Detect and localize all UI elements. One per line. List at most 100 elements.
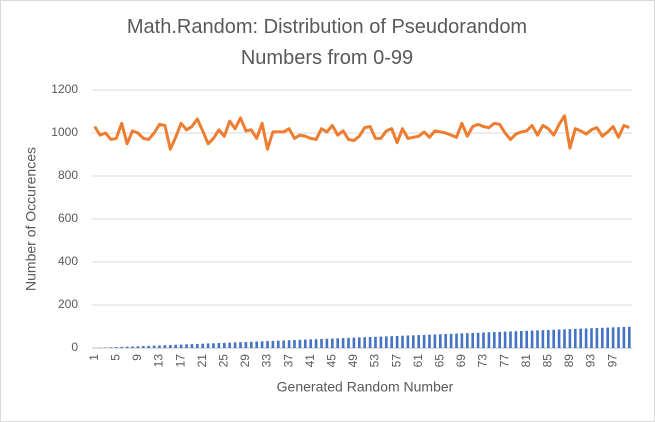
bar xyxy=(223,342,226,348)
bar xyxy=(163,345,167,348)
x-tick-label: 93 xyxy=(584,354,598,368)
bar xyxy=(325,338,329,348)
x-tick-label: 17 xyxy=(173,354,187,368)
bar xyxy=(622,326,626,348)
bar xyxy=(266,341,269,348)
bar xyxy=(476,332,480,348)
bar xyxy=(455,333,458,348)
x-axis-title: Generated Random Number xyxy=(277,379,454,395)
bar xyxy=(422,334,426,348)
x-tick-label: 37 xyxy=(281,354,295,368)
y-tick-label: 600 xyxy=(58,211,78,225)
x-tick-label: 21 xyxy=(195,354,209,368)
bar xyxy=(147,345,150,348)
bar xyxy=(390,336,393,348)
bar xyxy=(611,327,615,348)
bar xyxy=(255,341,258,348)
bar xyxy=(363,337,366,348)
bar xyxy=(277,340,280,348)
x-tick-label: 69 xyxy=(454,354,468,368)
bar xyxy=(109,347,113,348)
bar xyxy=(595,328,599,348)
x-tick-label: 33 xyxy=(260,354,274,368)
x-tick-label: 57 xyxy=(389,354,403,368)
x-tick-label: 45 xyxy=(324,354,338,368)
bar xyxy=(574,328,577,348)
bar xyxy=(449,333,453,348)
bar xyxy=(233,342,237,348)
bar xyxy=(293,340,296,348)
bar xyxy=(520,331,523,348)
x-tick-label: 41 xyxy=(303,354,317,368)
bar xyxy=(584,328,588,348)
bar xyxy=(487,332,491,348)
bar xyxy=(433,334,437,348)
bar xyxy=(401,335,404,348)
bar xyxy=(498,331,501,348)
x-tick-label: 65 xyxy=(432,354,446,368)
bar xyxy=(298,339,302,348)
bar xyxy=(136,346,140,348)
bar xyxy=(250,341,253,348)
bar xyxy=(444,334,447,348)
bar xyxy=(590,328,593,348)
bar xyxy=(482,332,485,348)
bar xyxy=(395,335,399,348)
bar xyxy=(493,332,496,348)
bar xyxy=(617,327,620,348)
bar xyxy=(212,343,215,348)
bar xyxy=(217,343,221,348)
x-tick-label: 13 xyxy=(152,354,166,368)
bar xyxy=(336,338,339,348)
bar xyxy=(514,331,518,348)
y-tick-label: 1000 xyxy=(51,125,78,139)
x-tick-label: 89 xyxy=(562,354,576,368)
bar xyxy=(503,331,507,348)
bar xyxy=(563,329,566,348)
x-tick-label: 73 xyxy=(476,354,490,368)
bar xyxy=(152,345,156,348)
bar xyxy=(239,342,242,348)
bar xyxy=(185,344,188,348)
bar xyxy=(358,337,361,348)
bar xyxy=(287,340,291,348)
bar xyxy=(547,329,550,348)
bar xyxy=(428,334,431,348)
bar xyxy=(466,333,469,348)
y-tick-label: 200 xyxy=(58,297,78,311)
x-tick-label: 1 xyxy=(87,354,101,361)
bar xyxy=(385,336,388,348)
chart-title: Math.Random: Distribution of Pseudorando… xyxy=(126,16,528,69)
x-tick-label: 29 xyxy=(238,354,252,368)
bar xyxy=(125,346,129,348)
bar xyxy=(169,344,172,348)
bar xyxy=(196,343,199,348)
bar xyxy=(601,327,604,348)
bar xyxy=(525,330,528,348)
bar xyxy=(228,342,231,348)
y-tick-label: 0 xyxy=(71,340,78,354)
bar xyxy=(179,344,183,348)
bar xyxy=(304,339,307,348)
bar xyxy=(206,343,210,348)
x-tick-label: 5 xyxy=(108,354,122,361)
bar xyxy=(568,329,572,348)
bar xyxy=(142,346,145,348)
bar xyxy=(115,347,118,348)
bar xyxy=(341,338,345,348)
bar xyxy=(541,330,545,348)
bar xyxy=(158,345,161,348)
y-tick-label: 1200 xyxy=(51,82,78,96)
bar xyxy=(460,333,464,348)
bar xyxy=(536,330,539,348)
y-tick-label: 800 xyxy=(58,168,78,182)
x-tick-label: 97 xyxy=(605,354,619,368)
y-axis-title: Number of Occurences xyxy=(23,147,39,291)
bar xyxy=(471,332,474,348)
x-tick-label: 9 xyxy=(130,354,144,361)
bar xyxy=(509,331,512,348)
bar xyxy=(417,335,420,348)
bar xyxy=(606,327,609,348)
